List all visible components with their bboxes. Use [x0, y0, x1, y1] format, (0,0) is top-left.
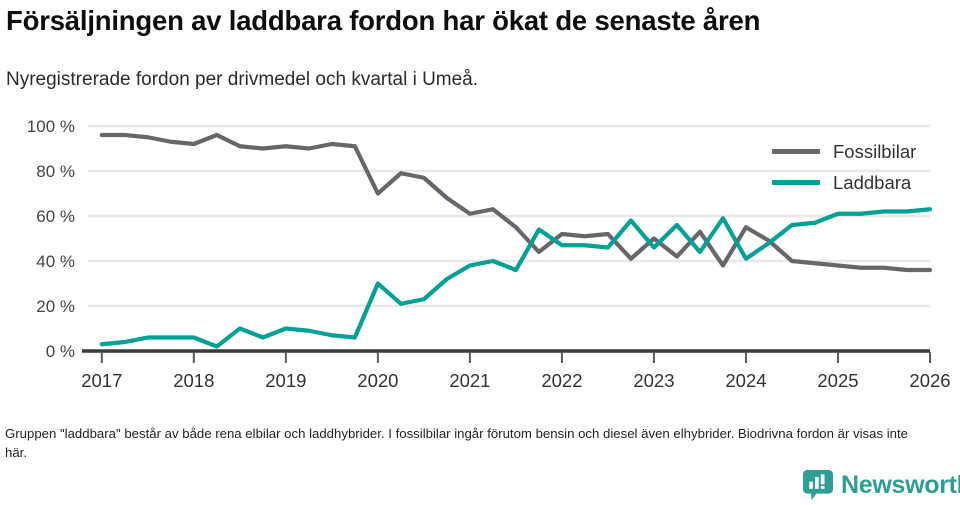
- y-axis-tick-label: 100 %: [27, 117, 75, 136]
- y-axis-tick-label: 80 %: [36, 162, 75, 181]
- y-axis-tick-label: 0 %: [46, 342, 75, 361]
- legend-label-laddbara: Laddbara: [833, 171, 912, 193]
- legend-swatch-laddbara: [772, 180, 820, 185]
- chart-footnote: Gruppen "laddbara" består av både rena e…: [5, 425, 925, 462]
- chart-plot-area: 0 % 20 % 40 % 60 % 80 % 100 % 2017 2018 2019 202…: [0, 104, 960, 394]
- x-axis-ticks: [100, 352, 931, 363]
- x-axis-tick-label: 2021: [449, 370, 490, 391]
- y-axis-tick-label: 40 %: [36, 252, 75, 271]
- legend-item-fossilbilar: Fossilbilar: [772, 136, 952, 167]
- x-axis-tick-label: 2020: [357, 370, 398, 391]
- x-axis-tick-label: 2025: [817, 370, 858, 391]
- series-line-laddbara: [99, 207, 933, 349]
- footnote-line-2: elhybrider. Biodrivna fordon är visas in…: [5, 426, 908, 460]
- y-axis-tick-label: 60 %: [36, 207, 75, 226]
- page-title: Försäljningen av laddbara fordon har öka…: [6, 5, 761, 36]
- chart-svg: 0 % 20 % 40 % 60 % 80 % 100 % 2017 2018 2019 202…: [27, 117, 951, 391]
- footnote-line-1: Gruppen "laddbara" består av både rena e…: [5, 426, 670, 441]
- data-series: [99, 132, 933, 349]
- legend-swatch-fossilbilar: [772, 149, 820, 154]
- legend-label-fossilbilar: Fossilbilar: [833, 140, 917, 162]
- x-axis-tick-label: 2019: [265, 370, 306, 391]
- chart-legend: Fossilbilar Laddbara: [772, 136, 952, 198]
- y-axis-labels: 0 % 20 % 40 % 60 % 80 % 100 %: [27, 117, 75, 361]
- series-line-fossilbilar: [99, 132, 933, 273]
- newsworthy-logo[interactable]: Newsworthy: [803, 470, 960, 501]
- x-axis-tick-label: 2018: [173, 370, 214, 391]
- bar-chart-speech-bubble-icon: [803, 470, 833, 501]
- logo-text: Newsworthy: [841, 471, 960, 499]
- x-axis-tick-label: 2026: [909, 370, 950, 391]
- x-axis-labels: 2017 2018 2019 2020 2021 2022 2023 2024 2025 2026: [81, 370, 950, 391]
- chart-subtitle: Nyregistrerade fordon per drivmedel och …: [6, 69, 479, 90]
- y-axis-tick-label: 20 %: [36, 297, 75, 316]
- x-axis-tick-label: 2022: [541, 370, 582, 391]
- x-axis-tick-label: 2017: [81, 370, 122, 391]
- legend-item-laddbara: Laddbara: [772, 167, 952, 198]
- x-axis-tick-label: 2024: [725, 370, 766, 391]
- x-axis-tick-label: 2023: [633, 370, 674, 391]
